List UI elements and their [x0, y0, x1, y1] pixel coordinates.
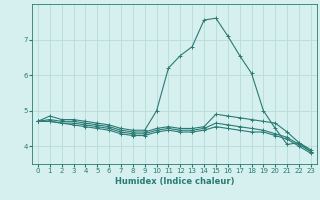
X-axis label: Humidex (Indice chaleur): Humidex (Indice chaleur)	[115, 177, 234, 186]
